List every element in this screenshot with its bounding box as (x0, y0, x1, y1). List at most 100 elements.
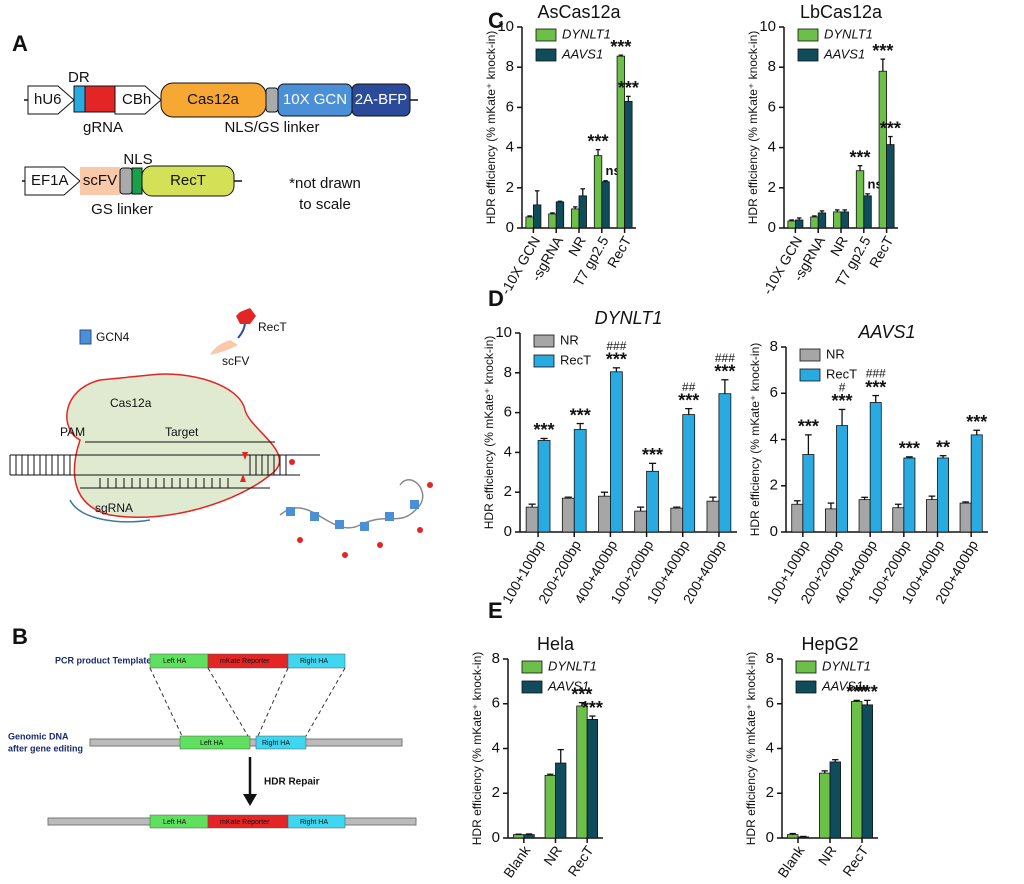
comparison: ### (866, 367, 886, 381)
y-axis-label: HDR efficiency (% mKate⁺ knock-in) (744, 652, 758, 846)
significance: *** (588, 131, 609, 151)
bar (892, 507, 905, 533)
significance: *** (610, 37, 631, 57)
significance: *** (872, 41, 893, 61)
bar (571, 208, 580, 229)
y-tick-label: 2 (770, 477, 778, 494)
label: EF1A (31, 172, 69, 189)
y-tick-label: 10 (759, 18, 776, 35)
mechanism-diagram: GCN4 RecT scFV Cas12a PAM Target sgRNA (9, 308, 433, 558)
bar (861, 704, 873, 839)
y-tick-label: 2 (766, 784, 774, 801)
bar (878, 70, 887, 229)
legend-label: AAVS1 (821, 678, 863, 693)
bar (824, 508, 837, 533)
y-axis-label: HDR efficiency (% mKate⁺ knock-in) (470, 652, 484, 846)
significance: *** (582, 698, 603, 718)
chart-title: HepG2 (801, 634, 858, 654)
label: sgRNA (95, 501, 133, 515)
label: NLS (123, 151, 152, 168)
significance: *** (618, 78, 639, 98)
legend-label: NR (826, 346, 845, 361)
label: Genomic DNA (8, 731, 69, 741)
legend-swatch (799, 368, 821, 382)
bar (855, 170, 865, 229)
y-tick-label: 10 (497, 18, 514, 35)
bar (869, 402, 882, 533)
y-axis-label: HDR efficiency (% mKate⁺ knock-in) (484, 31, 498, 225)
bar (533, 204, 542, 229)
bar (840, 211, 849, 229)
legend-label: AAVS1 (823, 46, 865, 61)
significance: *** (606, 350, 627, 370)
bar (970, 434, 983, 533)
significance: *** (865, 377, 886, 397)
chart-title: Hela (537, 634, 575, 654)
y-tick-label: 4 (770, 430, 778, 447)
bar (523, 834, 535, 839)
y-tick-label: 8 (504, 364, 512, 381)
y-tick-label: 2 (768, 179, 776, 196)
bar (959, 502, 972, 533)
significance: *** (850, 147, 871, 167)
bar (787, 834, 799, 839)
bar (544, 774, 556, 839)
y-tick-label: 4 (506, 139, 514, 156)
label: PCR product Template (55, 655, 151, 665)
y-tick-label: 10 (495, 324, 512, 341)
construct-diagram: hU6 DR gRNA CBh Cas12a 10X GCN 2A-BFP NL… (22, 69, 418, 218)
bar (555, 201, 565, 229)
bar (819, 772, 831, 839)
label: scFV (83, 172, 117, 189)
bar (787, 220, 796, 229)
y-tick-label: 6 (504, 404, 512, 421)
bar (624, 100, 633, 229)
label: scFV (222, 354, 249, 368)
label: Target (165, 425, 199, 439)
panel-label: D (488, 286, 504, 311)
label: hU6 (34, 91, 62, 108)
bar (555, 762, 567, 839)
y-tick-label: 0 (768, 219, 776, 236)
bar (525, 216, 534, 229)
label: mKate Reporter (220, 658, 270, 665)
bar (646, 470, 659, 533)
bar (817, 212, 827, 229)
label: RecT (170, 172, 206, 189)
y-tick-label: 6 (770, 384, 778, 401)
bar (925, 499, 938, 533)
y-tick-label: 0 (506, 219, 514, 236)
bar (578, 195, 587, 229)
bar (833, 211, 842, 229)
chart-title: AsCas12a (537, 2, 621, 22)
bar (576, 705, 588, 839)
significance: *** (880, 118, 901, 138)
significance: *** (832, 391, 853, 411)
label: PAM (60, 425, 85, 439)
legend-swatch (535, 48, 557, 62)
bar (863, 195, 872, 229)
bar (601, 181, 610, 229)
y-tick-label: 0 (504, 523, 512, 540)
x-tick-label: NR (815, 843, 840, 869)
label: 10X GCN (283, 91, 347, 108)
y-tick-label: 2 (504, 483, 512, 500)
significance: *** (571, 684, 592, 704)
y-tick-label: 8 (768, 58, 776, 75)
hdr-diagram: PCR product Template Left HA mKate Repor… (8, 653, 417, 829)
bar (682, 414, 696, 533)
label: GCN4 (96, 330, 130, 344)
bar (561, 497, 575, 533)
legend-label: DYNLT1 (548, 658, 597, 673)
y-tick-label: 4 (766, 739, 774, 756)
legend-label: AAVS1 (547, 678, 589, 693)
y-tick-label: 8 (492, 650, 500, 667)
chart-title: DYNLT1 (595, 308, 663, 328)
legend-label: NR (560, 332, 579, 347)
x-tick-label: RecT (604, 233, 635, 270)
significance: *** (534, 420, 555, 440)
significance: *** (798, 417, 819, 437)
comparison: ## (682, 380, 696, 394)
y-tick-label: 8 (506, 58, 514, 75)
